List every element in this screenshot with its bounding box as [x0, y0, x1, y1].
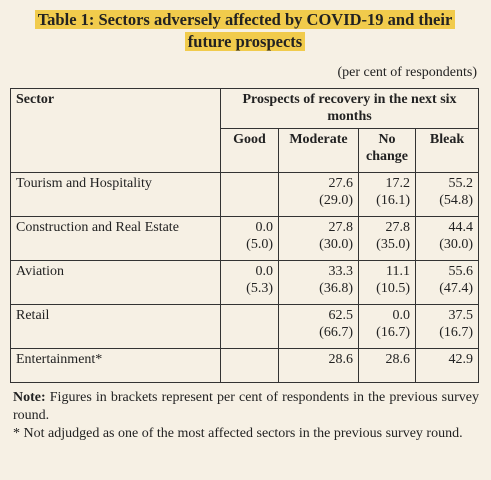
value-cell: 27.6 (29.0) [278, 172, 359, 217]
sector-cell: Retail [10, 304, 221, 349]
value-line: (54.8) [439, 193, 474, 208]
value-cell: 37.5 (16.7) [414, 304, 480, 349]
row: Retail 62.5 (66.7) 0.0 (16.7) 37.5 (16.7) [10, 304, 480, 349]
value-cell: 0.0 (5.3) [220, 260, 279, 305]
value-line: (5.3) [246, 281, 273, 296]
column-header: Good [220, 128, 279, 173]
row: Tourism and Hospitality 27.6 (29.0) 17.2 (16… [10, 172, 480, 217]
column-header: No change [358, 128, 416, 173]
row: Entertainment* 28.6 28.6 42.9 [10, 348, 480, 383]
value-line: 27.6 [328, 176, 354, 191]
value-cell: 28.6 [358, 348, 416, 383]
column-header: Moderate [278, 128, 359, 173]
value-cell: 42.9 [414, 348, 480, 383]
header-sector: Sector [10, 88, 221, 173]
value-line: (47.4) [439, 281, 474, 296]
value-line: 28.6 [385, 352, 411, 367]
value-line: 42.9 [448, 352, 474, 367]
value-line: 62.5 [328, 308, 354, 323]
value-cell: 0.0 (5.0) [220, 216, 279, 261]
value-line: 0.0 [255, 264, 274, 279]
title-text: Table 1: Sectors adversely affected by C… [34, 10, 456, 51]
value-line: 0.0 [392, 308, 411, 323]
value-cell: 27.8 (30.0) [278, 216, 359, 261]
value-cell: 44.4 (30.0) [414, 216, 480, 261]
value-line: (66.7) [319, 325, 353, 340]
footnote: * Not adjudged as one of the most affect… [13, 426, 463, 441]
value-line: 0.0 [255, 220, 274, 235]
value-line: (16.7) [376, 325, 410, 340]
note-text: Figures in brackets represent per cent o… [13, 390, 479, 423]
value-line: (35.0) [376, 237, 410, 252]
value-cell: 17.2 (16.1) [358, 172, 416, 217]
value-line: 55.6 [448, 264, 474, 279]
sector-cell: Tourism and Hospitality [10, 172, 221, 217]
unit-note: (per cent of respondents) [337, 65, 477, 80]
value-cell: 55.6 (47.4) [414, 260, 480, 305]
value-line: (16.7) [439, 325, 474, 340]
value-line: 37.5 [448, 308, 474, 323]
value-cell: 55.2 (54.8) [414, 172, 480, 217]
value-cell: 27.8 (35.0) [358, 216, 416, 261]
value-cell [220, 304, 279, 349]
value-line: 17.2 [385, 176, 411, 191]
value-cell [220, 172, 279, 217]
value-line: 44.4 [448, 220, 474, 235]
value-line: (5.0) [246, 237, 273, 252]
value-line: (10.5) [376, 281, 410, 296]
value-line: 27.8 [385, 220, 411, 235]
table: Sector Prospects of recovery in the next… [10, 88, 480, 383]
value-line: 28.6 [328, 352, 354, 367]
row: Aviation 0.0 (5.3) 33.3 (36.8) 11.1 (10.5) 55.6… [10, 260, 480, 305]
value-cell [220, 348, 279, 383]
value-line: 27.8 [328, 220, 354, 235]
note: Note: Figures in brackets represent per … [13, 389, 479, 443]
value-cell: 62.5 (66.7) [278, 304, 359, 349]
value-line: 55.2 [448, 176, 474, 191]
value-cell: 0.0 (16.7) [358, 304, 416, 349]
value-line: 33.3 [328, 264, 354, 279]
value-cell: 28.6 [278, 348, 359, 383]
column-header: Bleak [414, 128, 480, 173]
value-line: (36.8) [319, 281, 353, 296]
note-label: Note: [13, 390, 46, 405]
value-cell: 11.1 (10.5) [358, 260, 416, 305]
sector-cell: Construction and Real Estate [10, 216, 221, 261]
sector-cell: Aviation [10, 260, 221, 305]
value-line: (30.0) [439, 237, 474, 252]
value-line: (30.0) [319, 237, 353, 252]
value-line: (16.1) [376, 193, 410, 208]
value-cell: 33.3 (36.8) [278, 260, 359, 305]
title: Table 1: Sectors adversely affected by C… [20, 9, 470, 53]
row: Construction and Real Estate 0.0 (5.0) 27.8… [10, 216, 480, 261]
header-group: Prospects of recovery in the next six mo… [219, 88, 480, 129]
value-line: (29.0) [319, 193, 353, 208]
sector-cell: Entertainment* [10, 348, 221, 383]
value-line: 11.1 [386, 264, 410, 279]
